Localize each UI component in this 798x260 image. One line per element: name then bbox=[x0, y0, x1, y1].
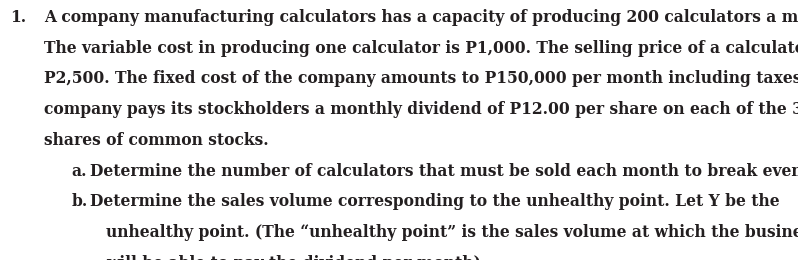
Text: Determine the number of calculators that must be sold each month to break even.: Determine the number of calculators that… bbox=[90, 162, 798, 179]
Text: shares of common stocks.: shares of common stocks. bbox=[44, 132, 268, 149]
Text: A company manufacturing calculators has a capacity of producing 200 calculators : A company manufacturing calculators has … bbox=[44, 9, 798, 26]
Text: b.: b. bbox=[72, 193, 88, 210]
Text: 1.: 1. bbox=[10, 9, 26, 26]
Text: Determine the sales volume corresponding to the unhealthy point. Let Y be the: Determine the sales volume corresponding… bbox=[90, 193, 780, 210]
Text: unhealthy point. (The “unhealthy point” is the sales volume at which the busines: unhealthy point. (The “unhealthy point” … bbox=[106, 224, 798, 241]
Text: P2,500. The fixed cost of the company amounts to P150,000 per month including ta: P2,500. The fixed cost of the company am… bbox=[44, 70, 798, 87]
Text: will be able to pay the dividend per month).: will be able to pay the dividend per mon… bbox=[106, 255, 487, 260]
Text: company pays its stockholders a monthly dividend of P12.00 per share on each of : company pays its stockholders a monthly … bbox=[44, 101, 798, 118]
Text: The variable cost in producing one calculator is P1,000. The selling price of a : The variable cost in producing one calcu… bbox=[44, 40, 798, 57]
Text: a.: a. bbox=[72, 162, 87, 179]
